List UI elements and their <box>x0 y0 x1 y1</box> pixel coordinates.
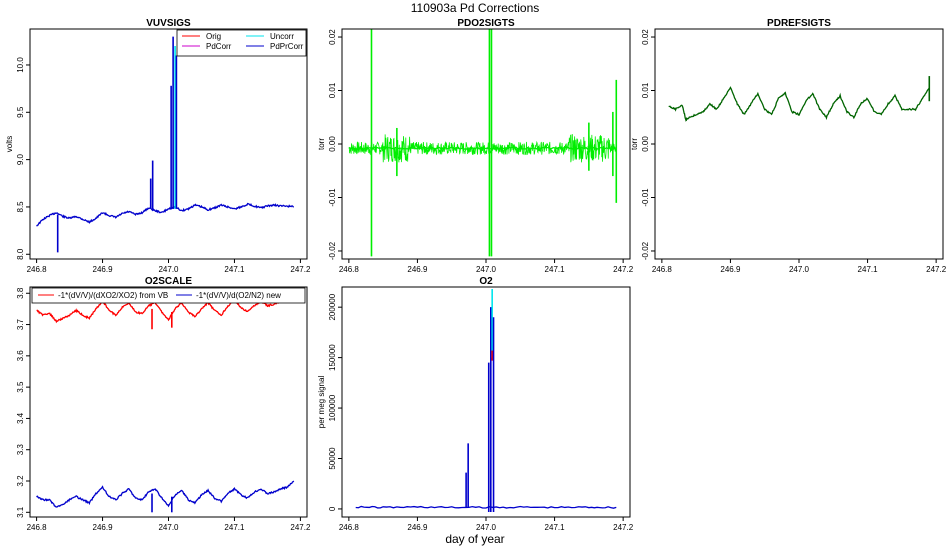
x-tick-label: 246.8 <box>27 265 48 274</box>
plot-frame <box>29 28 308 260</box>
plot-area <box>348 29 618 257</box>
plot-area <box>668 76 931 123</box>
y-axis-label: torr <box>317 138 326 150</box>
x-tick-label: 247.0 <box>789 265 810 274</box>
y-axis-label: per meg signal <box>317 376 326 429</box>
y-tick-label: 8.0 <box>16 248 25 260</box>
panel-title: O2SCALE <box>145 276 193 287</box>
y-tick-label: 3.1 <box>16 506 25 518</box>
figure-xlabel: day of year <box>445 532 504 546</box>
panel-pdo2sigts: PDO2SIGTS 246.8 246.9 247.0 247.1 247.2 -0.02 -… <box>317 18 634 274</box>
x-tick-label: 247.2 <box>290 523 311 532</box>
x-tick-label: 247.2 <box>290 265 311 274</box>
y-tick-label: 0.02 <box>641 29 650 45</box>
y-tick-label: 0.01 <box>641 82 650 98</box>
y-tick-label: 9.0 <box>16 154 25 166</box>
y-tick-label: 200000 <box>328 293 337 320</box>
series-line-0 <box>355 505 617 509</box>
noise-trace <box>348 133 617 163</box>
legend-entry: PdCorr <box>206 42 232 51</box>
x-tick-label: 247.0 <box>476 523 497 532</box>
series-line-0 <box>36 297 294 324</box>
y-tick-label: 3.6 <box>16 350 25 362</box>
y-tick-label: 100000 <box>328 394 337 421</box>
x-tick-label: 247.1 <box>858 265 879 274</box>
y-tick-label: -0.01 <box>328 188 337 207</box>
plot-area <box>36 36 294 253</box>
plot-frame <box>29 286 308 518</box>
figure-title: 110903a Pd Corrections <box>411 1 540 15</box>
y-tick-label: 3.2 <box>16 475 25 487</box>
y-tick-label: 0.02 <box>328 29 337 45</box>
y-tick-label: 3.8 <box>16 287 25 299</box>
y-tick-label: 50000 <box>328 447 337 470</box>
y-tick-label: 3.7 <box>16 318 25 330</box>
y-tick-label: 0.01 <box>328 82 337 98</box>
panel-o2: O2 246.8 246.9 247.0 247.1 247.2 0 50000 100000 1… <box>317 276 634 532</box>
series-line-1 <box>36 480 295 508</box>
y-tick-label: 0 <box>328 506 337 511</box>
legend-entry: Orig <box>206 32 221 41</box>
y-tick-label: 0.00 <box>328 136 337 152</box>
x-tick-label: 246.8 <box>652 265 673 274</box>
x-tick-label: 246.9 <box>720 265 741 274</box>
panel-title: PDO2SIGTS <box>457 18 515 29</box>
series-line-0 <box>668 86 930 123</box>
y-tick-label: -0.02 <box>328 241 337 260</box>
panel-title: VUVSIGS <box>146 18 191 29</box>
panel-o2scale: O2SCALE 246.8 246.9 247.0 247.1 247.2 3.1 3.2 3.… <box>16 276 311 532</box>
plot-frame <box>654 28 944 260</box>
legend-box <box>31 287 306 304</box>
x-tick-label: 246.9 <box>93 265 114 274</box>
panel-vuvsigs: VUVSIGS 246.8 246.9 247.0 247.1 247.2 8.0 8.5 9.… <box>5 18 311 274</box>
x-tick-label: 247.0 <box>158 265 179 274</box>
y-tick-label: 9.5 <box>16 106 25 118</box>
x-tick-label: 247.1 <box>545 523 566 532</box>
y-tick-label: 0.00 <box>641 136 650 152</box>
series-line-0 <box>36 202 294 227</box>
series-line-0 <box>348 146 617 151</box>
y-tick-label: 3.5 <box>16 381 25 393</box>
plot-area <box>355 289 617 512</box>
x-tick-label: 246.9 <box>407 523 428 532</box>
y-tick-label: 10.0 <box>16 57 25 73</box>
plot-frame <box>341 286 631 518</box>
x-tick-label: 246.9 <box>407 265 428 274</box>
legend-entry: Uncorr <box>270 32 294 41</box>
x-tick-label: 247.2 <box>926 265 947 274</box>
y-tick-label: 150000 <box>328 344 337 371</box>
x-tick-label: 247.2 <box>613 523 634 532</box>
x-tick-label: 246.8 <box>339 265 360 274</box>
plot-area <box>36 297 295 513</box>
y-tick-label: -0.02 <box>641 241 650 260</box>
x-tick-label: 247.2 <box>613 265 634 274</box>
panel-title: O2 <box>479 276 493 287</box>
y-axis-label: volts <box>5 136 14 152</box>
legend-entry: -1*(dV/V)/(dXO2/XO2) from VB <box>58 291 168 300</box>
y-tick-label: 3.4 <box>16 412 25 424</box>
legend-box <box>176 29 307 57</box>
x-tick-label: 246.9 <box>93 523 114 532</box>
x-tick-label: 246.8 <box>27 523 48 532</box>
y-tick-label: -0.01 <box>641 188 650 207</box>
y-tick-label: 8.5 <box>16 201 25 213</box>
legend-entry: PdPrCorr <box>270 42 304 51</box>
x-tick-label: 247.1 <box>224 265 245 274</box>
legend-entry: -1*(dV/V)/d(O2/N2) new <box>196 291 281 300</box>
x-tick-label: 247.1 <box>224 523 245 532</box>
x-tick-label: 247.0 <box>476 265 497 274</box>
x-tick-label: 246.8 <box>339 523 360 532</box>
panel-title: PDREFSIGTS <box>767 18 831 29</box>
x-tick-label: 247.1 <box>545 265 566 274</box>
panel-pdrefsigts: PDREFSIGTS 246.8 246.9 247.0 247.1 247.2 -0.02… <box>630 18 947 274</box>
x-tick-label: 247.0 <box>158 523 179 532</box>
y-tick-label: 3.3 <box>16 444 25 456</box>
y-axis-label: torr <box>630 138 639 150</box>
